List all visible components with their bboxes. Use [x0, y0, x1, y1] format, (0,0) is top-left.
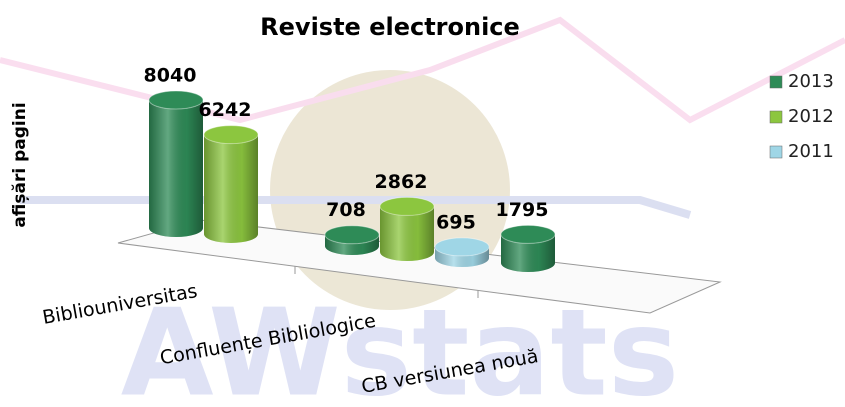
bar-top [148, 90, 204, 110]
value-label: 2862 [375, 171, 428, 193]
legend-swatch [769, 145, 783, 159]
value-label: 8040 [144, 65, 197, 87]
bar-shade [435, 246, 489, 267]
bar-shade [501, 234, 555, 272]
value-label: 6242 [199, 99, 252, 121]
y-axis-label: afișări pagini [10, 102, 30, 227]
bar-shade [325, 234, 379, 255]
value-label: 1795 [496, 199, 549, 221]
legend-swatch [769, 110, 783, 124]
bar-shade [380, 206, 434, 261]
bar-top [434, 237, 490, 257]
legend-label: 2012 [788, 106, 834, 127]
bar-top [379, 196, 435, 216]
legend-swatch [769, 75, 783, 89]
bar-shade [149, 100, 203, 237]
bar-shade [204, 134, 258, 243]
bar-top [324, 225, 380, 245]
value-label: 695 [436, 211, 476, 233]
legend-label: 2011 [788, 141, 834, 162]
value-label: 708 [326, 199, 366, 221]
bar-top [500, 224, 556, 244]
bar-top [203, 125, 259, 145]
legend-label: 2013 [788, 71, 834, 92]
chart-title: Reviste electronice [260, 13, 520, 41]
